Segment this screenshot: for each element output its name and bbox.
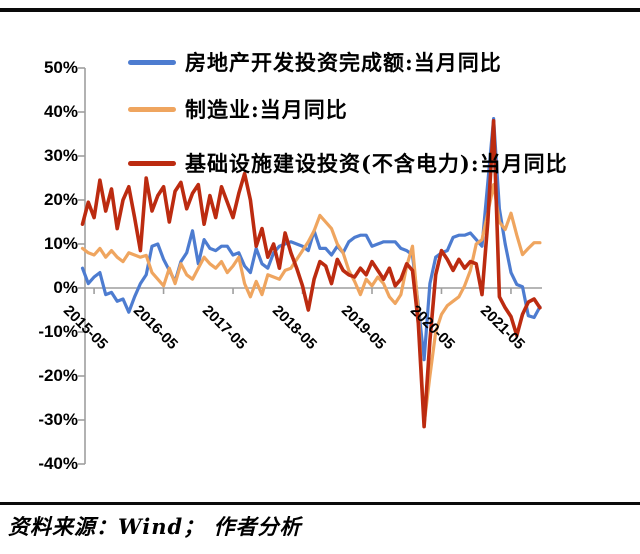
legend-label-manufacturing: 制造业:当月同比 [185, 97, 348, 122]
y-axis-tick-label: 10% [43, 234, 78, 253]
legend-label-infrastructure: 基础设施建设投资(不含电力):当月同比 [185, 151, 568, 176]
series-line-infrastructure [80, 119, 542, 429]
y-axis-tick-label: 30% [43, 146, 78, 165]
y-axis-tick-label: -10% [38, 322, 78, 341]
y-axis-tick-label: 20% [43, 190, 78, 209]
series-line-manufacturing [80, 183, 542, 426]
legend-swatch-blue [128, 59, 176, 65]
y-axis-tick-label: -20% [38, 366, 78, 385]
legend-swatch-orange [128, 106, 176, 112]
bottom-divider-rule [0, 502, 640, 505]
y-axis-tick-label: 0% [53, 278, 78, 297]
legend-item-infrastructure: 基础设施建设投资(不含电力):当月同比 [128, 148, 568, 178]
legend-label-real-estate: 房地产开发投资完成额:当月同比 [185, 50, 502, 75]
y-axis-tick-label: -40% [38, 454, 78, 473]
y-axis-tick-label: -30% [38, 410, 78, 429]
y-axis-tick-label: 50% [43, 58, 78, 77]
top-divider-rule [0, 8, 640, 12]
legend-item-manufacturing: 制造业:当月同比 [128, 94, 348, 124]
source-note: 资料来源：Wind； 作者分析 [8, 514, 302, 539]
legend-swatch-red [128, 160, 176, 166]
legend-item-real-estate: 房地产开发投资完成额:当月同比 [128, 47, 502, 77]
y-axis-tick-label: 40% [43, 102, 78, 121]
series-line-real_estate [80, 116, 542, 362]
